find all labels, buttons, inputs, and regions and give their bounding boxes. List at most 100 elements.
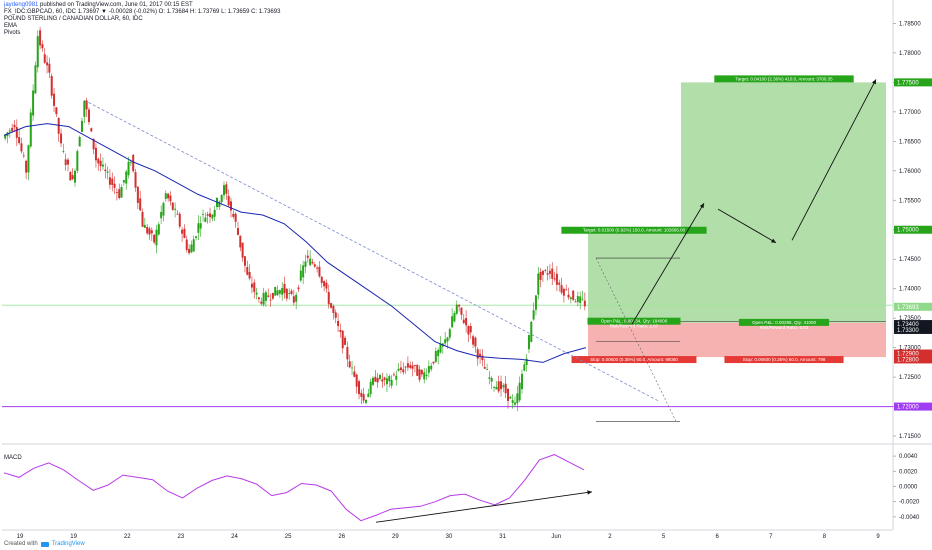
time-tick-label: 23: [178, 534, 185, 540]
candle-down: [285, 288, 288, 299]
price-badge: 1.75000: [897, 228, 919, 234]
price-badge-bg: [894, 355, 932, 364]
forecast-arrow-2-head: [771, 238, 776, 243]
price-badge: 1.72800: [897, 357, 919, 363]
forecast-arrow-2: [717, 208, 777, 244]
candle-down: [250, 283, 253, 288]
candle-up: [488, 377, 491, 379]
candle-down: [99, 160, 102, 167]
candle-down: [555, 273, 558, 285]
candle-down: [567, 294, 570, 298]
candle-down: [209, 213, 212, 218]
candle-up: [351, 367, 354, 369]
candle-up: [448, 329, 451, 338]
trendline: [83, 99, 659, 402]
candle-up: [423, 372, 426, 380]
candle-up: [278, 290, 281, 294]
macd-divergence-arrow: [375, 491, 593, 523]
candle-up: [523, 364, 526, 371]
candle-down: [90, 128, 93, 132]
candle-down: [243, 256, 246, 266]
candle-up: [371, 377, 374, 385]
candle-up: [125, 171, 128, 184]
price-badge-bg: [894, 402, 932, 411]
candle-up: [581, 298, 584, 300]
candle-up: [83, 100, 86, 117]
candle-down: [60, 133, 63, 144]
candle-down: [225, 184, 228, 194]
study-ema[interactable]: EMA: [4, 23, 18, 29]
candle-down: [67, 159, 70, 165]
candle-down: [118, 189, 121, 199]
candle-down: [541, 270, 544, 275]
candle-down: [381, 379, 384, 382]
price-badge: 1.72000: [897, 405, 919, 411]
candle-up: [34, 65, 37, 94]
candle-down: [141, 211, 144, 227]
candle-down: [416, 364, 419, 376]
candle-up: [288, 293, 291, 294]
candle-down: [474, 337, 477, 347]
candle-up: [295, 294, 298, 302]
candle-down: [50, 75, 53, 96]
candle-up: [451, 316, 454, 328]
candle-down: [362, 394, 365, 401]
candle-down: [497, 381, 500, 392]
study-pivots[interactable]: Pivots: [4, 30, 21, 36]
candle-down: [551, 268, 554, 279]
candle-up: [365, 399, 368, 403]
candle-down: [574, 301, 577, 303]
candle-down: [22, 155, 25, 157]
candle-up: [197, 223, 200, 233]
candle-down: [334, 312, 337, 318]
study-list: EMA Pivots: [4, 23, 20, 37]
candle-up: [516, 393, 519, 404]
candle-up: [222, 185, 225, 196]
candle-up: [304, 261, 307, 267]
price-badge-bg: [894, 349, 932, 358]
candle-down: [413, 365, 416, 366]
candle-up: [129, 162, 132, 164]
candle-up: [513, 402, 516, 405]
candle-up: [264, 292, 267, 301]
price-tick-label: 1.77000: [899, 110, 921, 116]
price-badge-bg: [894, 325, 932, 334]
candle-down: [185, 239, 188, 250]
candle-up: [579, 296, 582, 304]
candle-up: [160, 211, 163, 219]
price-badge: 1.73400: [897, 322, 919, 328]
candle-down: [257, 297, 260, 300]
candle-up: [427, 366, 430, 373]
symbol-line: FX_IDC:GBPCAD, 60, IDC 1.73697 ▼ -0.0002…: [4, 9, 280, 16]
candle-up: [255, 292, 258, 295]
forecast-arrow-1: [631, 202, 705, 325]
candle-up: [27, 145, 30, 173]
author-link[interactable]: jaydeng0981: [4, 2, 39, 8]
candle-down: [504, 383, 507, 394]
candle-up: [520, 373, 523, 390]
candle-down: [71, 175, 74, 180]
ema-line: [3, 123, 587, 363]
footer-brand[interactable]: TradingView: [51, 541, 85, 547]
candle-up: [525, 358, 528, 366]
candle-up: [455, 304, 458, 314]
candle-down: [399, 367, 402, 370]
macd-label[interactable]: MACD: [4, 455, 22, 461]
candle-down: [146, 226, 149, 234]
candle-up: [29, 112, 32, 147]
candle-up: [174, 208, 177, 210]
target-label-1: Target: 0.01500 (0.92%) 150.0, Amount: 1…: [583, 228, 686, 233]
candle-down: [132, 154, 135, 172]
candle-down: [479, 353, 482, 357]
candle-down: [346, 346, 349, 360]
candle-down: [148, 228, 151, 235]
candle-up: [511, 400, 514, 403]
candle-down: [53, 93, 56, 106]
price-tick-label: 1.75500: [899, 198, 921, 204]
price-tick-label: 1.72500: [899, 375, 921, 381]
candle-down: [355, 374, 358, 387]
candle-up: [74, 170, 77, 183]
candle-down: [339, 329, 342, 332]
publish-text: published on TradingView.com, June 01, 2…: [38, 2, 193, 8]
